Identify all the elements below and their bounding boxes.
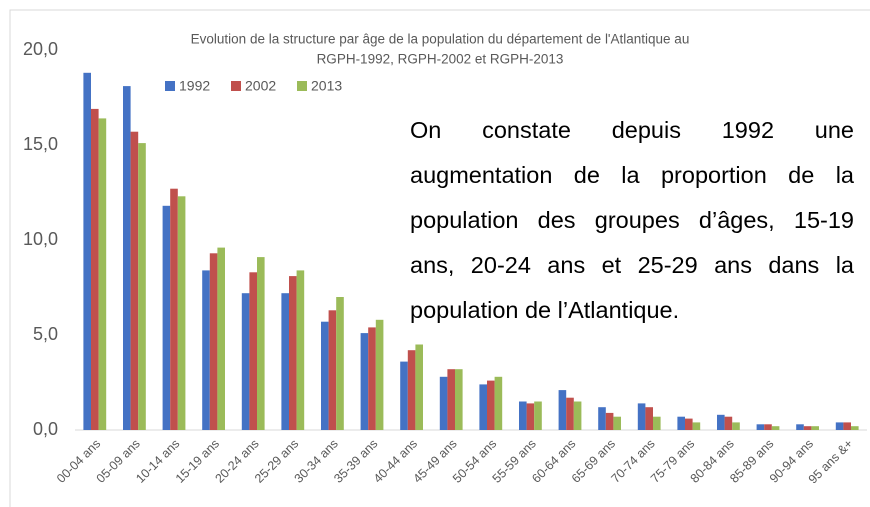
y-tick-label: 20,0 <box>23 39 58 59</box>
bar <box>685 418 693 430</box>
chart-frame <box>9 9 870 507</box>
legend-swatch <box>165 81 175 91</box>
y-tick-label: 15,0 <box>23 134 58 154</box>
bar <box>835 422 844 430</box>
bar <box>336 297 344 430</box>
bar <box>487 380 495 430</box>
bar <box>653 416 661 430</box>
bar <box>328 310 337 430</box>
bar <box>83 72 91 431</box>
bar <box>843 422 851 430</box>
bar <box>91 108 99 431</box>
bar <box>519 401 527 430</box>
bar <box>439 376 448 430</box>
bar <box>249 272 257 430</box>
bar <box>717 414 725 430</box>
bar <box>400 361 408 430</box>
bar <box>732 422 740 430</box>
bar <box>598 407 606 430</box>
bar <box>241 293 250 430</box>
bar <box>455 369 463 430</box>
bar <box>573 401 582 430</box>
bar <box>605 412 614 430</box>
bar <box>360 333 369 430</box>
bar <box>534 401 542 430</box>
annotation: On constate depuis 1992 une augmentation… <box>410 117 854 323</box>
bar <box>803 426 812 430</box>
y-tick-label: 5,0 <box>33 324 58 344</box>
legend-label: 2013 <box>311 78 342 94</box>
bar <box>479 384 487 430</box>
bar <box>407 350 416 430</box>
bar <box>637 403 646 430</box>
bar <box>177 196 186 430</box>
bar <box>613 416 621 430</box>
bar <box>170 188 178 430</box>
bar <box>138 143 146 430</box>
bar <box>851 426 859 430</box>
chart-title: Evolution de la structure par âge de la … <box>191 32 690 47</box>
bar <box>558 390 567 430</box>
bar <box>447 369 455 430</box>
bar <box>98 118 107 431</box>
bar <box>494 376 503 430</box>
bar <box>566 397 574 430</box>
bar <box>724 416 733 430</box>
bar <box>257 257 265 430</box>
bar <box>130 131 139 430</box>
bar <box>123 86 131 430</box>
legend-label: 1992 <box>179 78 210 94</box>
y-tick-label: 0,0 <box>33 419 58 439</box>
bar <box>756 424 765 430</box>
bar <box>375 319 384 430</box>
bar <box>645 407 653 430</box>
bar <box>321 321 329 430</box>
bar <box>415 344 423 430</box>
legend-swatch <box>231 81 241 91</box>
y-tick-label: 10,0 <box>23 229 58 249</box>
bar <box>209 253 218 430</box>
bar <box>162 205 171 430</box>
bar <box>811 426 819 430</box>
bar <box>217 247 225 430</box>
legend-label: 2002 <box>245 78 276 94</box>
bar <box>796 424 804 430</box>
chart-title: RGPH-1992, RGPH-2002 et RGPH-2013 <box>317 52 564 67</box>
bar <box>526 403 535 430</box>
legend-swatch <box>297 81 307 91</box>
bar <box>289 276 297 430</box>
bar <box>764 424 772 430</box>
bar <box>692 422 701 430</box>
bar <box>771 426 780 430</box>
bar <box>202 270 210 430</box>
bar <box>368 327 376 430</box>
bar <box>281 293 289 430</box>
bar <box>296 270 305 430</box>
bar <box>677 416 685 430</box>
